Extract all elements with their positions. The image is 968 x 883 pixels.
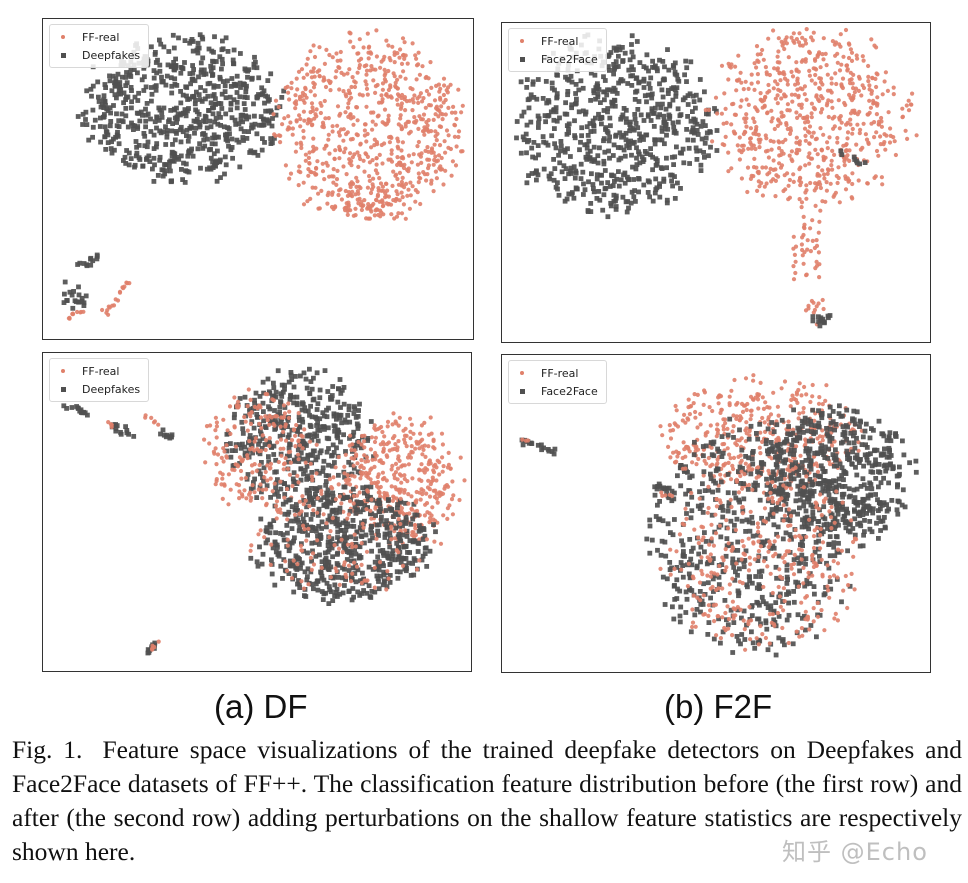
legend: FF-real Deepfakes xyxy=(49,24,150,68)
legend-entry-real: FF-real xyxy=(56,362,140,380)
scatter-plot-area xyxy=(514,27,919,329)
square-marker-icon xyxy=(56,386,70,392)
figure-number: Fig. 1. xyxy=(12,735,83,764)
figure-caption: Fig. 1. Feature space visualizations of t… xyxy=(12,733,962,869)
legend: FF-real Face2Face xyxy=(508,28,607,72)
scatter-panel-df-before: FF-real Deepfakes xyxy=(42,18,474,340)
scatter-plot-area xyxy=(61,28,465,321)
scatter-plot-area xyxy=(519,373,919,658)
sublabel-a: (a) DF xyxy=(214,688,308,725)
legend-entry-fake: Face2Face xyxy=(515,50,598,68)
dot-marker-icon xyxy=(56,35,70,39)
caption-text: Feature space visualizations of the trai… xyxy=(12,735,962,866)
dot-marker-icon xyxy=(515,371,529,375)
sublabel-b: (b) F2F xyxy=(664,688,773,725)
scatter-panel-df-after: FF-real Deepfakes xyxy=(42,352,472,672)
legend-entry-real: FF-real xyxy=(56,28,140,46)
watermark: 知乎 @Echo xyxy=(782,838,928,866)
square-marker-icon xyxy=(515,388,529,394)
legend-entry-real: FF-real xyxy=(515,32,598,50)
scatter-plot-area xyxy=(61,366,467,656)
legend-entry-real: FF-real xyxy=(515,364,598,382)
dot-marker-icon xyxy=(515,39,529,43)
legend-entry-fake: Face2Face xyxy=(515,382,598,400)
square-marker-icon xyxy=(515,56,529,62)
scatter-panel-f2f-after: FF-real Face2Face xyxy=(501,354,931,673)
dot-marker-icon xyxy=(56,369,70,373)
legend: FF-real Deepfakes xyxy=(49,358,150,402)
legend: FF-real Face2Face xyxy=(508,360,607,404)
scatter-panel-f2f-before: FF-real Face2Face xyxy=(501,22,931,343)
legend-entry-fake: Deepfakes xyxy=(56,46,140,64)
square-marker-icon xyxy=(56,52,70,58)
legend-entry-fake: Deepfakes xyxy=(56,380,140,398)
